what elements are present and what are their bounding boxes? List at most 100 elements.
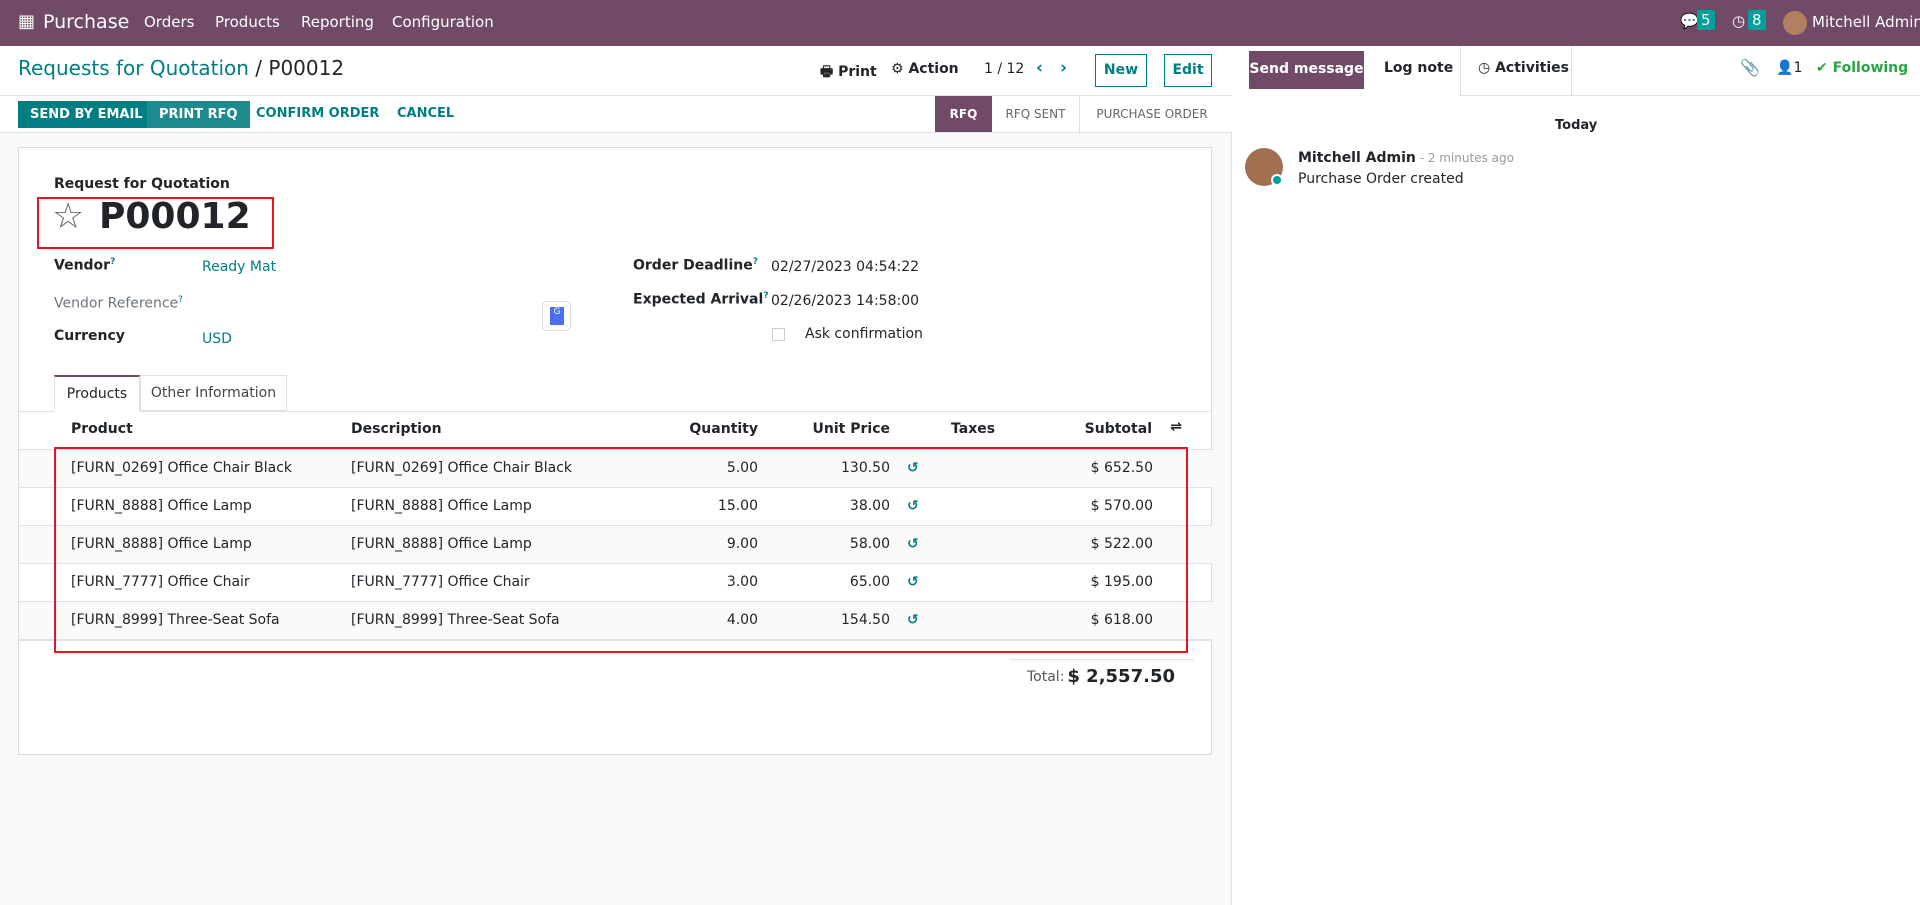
expected-arrival-label: Expected Arrival?: [633, 291, 769, 308]
activities-badge: 8: [1748, 10, 1766, 30]
header-unit-price[interactable]: Unit Price: [812, 421, 890, 437]
table-header: Product Description Quantity Unit Price …: [19, 411, 1212, 449]
subtotal-cell: $ 652.50: [1090, 460, 1153, 476]
expected-arrival-field[interactable]: 02/26/2023 14:58:00: [771, 293, 920, 309]
form-subtitle: Request for Quotation: [54, 176, 230, 192]
table-row[interactable]: [FURN_8888] Office Lamp [FURN_8888] Offi…: [19, 487, 1212, 525]
navbar: ▦ Purchase Orders Products Reporting Con…: [0, 0, 1920, 46]
attachment-icon[interactable]: 📎: [1740, 58, 1760, 77]
avatar[interactable]: [1783, 11, 1807, 35]
messages-badge: 5: [1697, 10, 1715, 30]
chatter-line: [1461, 95, 1920, 96]
log-note-button[interactable]: Log note: [1384, 60, 1454, 76]
tabs-line: [19, 411, 1212, 412]
price-reset-icon[interactable]: ↺: [907, 498, 919, 514]
price-reset-icon[interactable]: ↺: [907, 574, 919, 590]
product-cell[interactable]: [FURN_8888] Office Lamp: [71, 536, 252, 552]
header-taxes[interactable]: Taxes: [951, 421, 996, 437]
table-row[interactable]: [FURN_7777] Office Chair [FURN_7777] Off…: [19, 563, 1212, 601]
highlight-box: [54, 447, 1188, 653]
subtotal-cell: $ 570.00: [1090, 498, 1153, 514]
header-product[interactable]: Product: [71, 421, 133, 437]
ask-confirmation-checkbox[interactable]: [772, 328, 785, 341]
pager-next-icon[interactable]: ›: [1060, 58, 1068, 78]
product-cell[interactable]: [FURN_8888] Office Lamp: [71, 498, 252, 514]
following-button[interactable]: ✔ Following: [1816, 60, 1909, 76]
online-status-icon: [1271, 174, 1283, 186]
vendor-label: Vendor?: [54, 257, 116, 274]
product-cell[interactable]: [FURN_7777] Office Chair: [71, 574, 250, 590]
description-cell[interactable]: [FURN_8888] Office Lamp: [351, 536, 532, 552]
total-divider: [1010, 659, 1194, 660]
favorite-star-icon[interactable]: ☆: [52, 196, 85, 237]
price-reset-icon[interactable]: ↺: [907, 460, 919, 476]
tab-products[interactable]: Products: [54, 375, 140, 412]
send-by-email-button[interactable]: SEND BY EMAIL: [18, 101, 155, 128]
message-author[interactable]: Mitchell Admin: [1298, 150, 1416, 166]
menu-reporting[interactable]: Reporting: [301, 13, 374, 31]
price-reset-icon[interactable]: ↺: [907, 536, 919, 552]
ask-confirmation-label: Ask confirmation: [805, 326, 923, 342]
tab-other-information[interactable]: Other Information: [140, 375, 287, 411]
unit-price-cell[interactable]: 38.00: [849, 498, 890, 514]
product-cell[interactable]: [FURN_8999] Three-Seat Sofa: [71, 612, 280, 628]
apps-menu-icon[interactable]: ▦: [18, 11, 36, 32]
stage-rfq[interactable]: RFQ: [935, 96, 992, 132]
product-cell[interactable]: [FURN_0269] Office Chair Black: [71, 460, 293, 476]
control-panel: Requests for Quotation / P00012 🖶 Print …: [0, 46, 1232, 96]
unit-price-cell[interactable]: 130.50: [841, 460, 890, 476]
table-row[interactable]: [FURN_0269] Office Chair Black [FURN_026…: [19, 449, 1212, 487]
description-cell[interactable]: [FURN_8999] Three-Seat Sofa: [351, 612, 560, 628]
action-button[interactable]: ⚙ Action: [891, 61, 959, 77]
order-deadline-field[interactable]: 02/27/2023 04:54:22: [771, 259, 920, 275]
edit-button[interactable]: Edit: [1164, 54, 1212, 87]
table-row[interactable]: [FURN_8888] Office Lamp [FURN_8888] Offi…: [19, 525, 1212, 563]
print-button[interactable]: 🖶 Print: [820, 64, 877, 80]
log-note-divider: [1460, 46, 1461, 96]
unit-price-cell[interactable]: 154.50: [841, 612, 890, 628]
header-quantity[interactable]: Quantity: [689, 421, 758, 437]
price-reset-icon[interactable]: ↺: [907, 612, 919, 628]
menu-orders[interactable]: Orders: [144, 13, 195, 31]
breadcrumb-parent[interactable]: Requests for Quotation: [18, 56, 249, 80]
print-rfq-button[interactable]: PRINT RFQ: [147, 101, 250, 128]
app-name[interactable]: Purchase: [43, 11, 130, 33]
menu-products[interactable]: Products: [215, 13, 280, 31]
menu-configuration[interactable]: Configuration: [392, 13, 494, 31]
optional-columns-icon[interactable]: ⇌: [1170, 419, 1182, 435]
quantity-cell[interactable]: 5.00: [726, 460, 758, 476]
subtotal-cell: $ 618.00: [1090, 612, 1153, 628]
header-subtotal[interactable]: Subtotal: [1084, 421, 1152, 437]
quantity-cell[interactable]: 4.00: [726, 612, 758, 628]
description-cell[interactable]: [FURN_7777] Office Chair: [351, 574, 530, 590]
subtotal-cell: $ 522.00: [1090, 536, 1153, 552]
table-row[interactable]: [FURN_8999] Three-Seat Sofa [FURN_8999] …: [19, 601, 1212, 639]
header-description[interactable]: Description: [351, 421, 442, 437]
description-cell[interactable]: [FURN_8888] Office Lamp: [351, 498, 532, 514]
user-name[interactable]: Mitchell Admin: [1812, 13, 1920, 31]
description-cell[interactable]: [FURN_0269] Office Chair Black: [351, 460, 573, 476]
quantity-cell[interactable]: 3.00: [726, 574, 758, 590]
confirm-order-button[interactable]: CONFIRM ORDER: [256, 106, 380, 121]
followers-button[interactable]: 👤1: [1776, 60, 1803, 76]
vendor-field[interactable]: Ready Mat: [202, 259, 277, 275]
unit-price-cell[interactable]: 58.00: [849, 536, 890, 552]
date-separator: Today: [1555, 118, 1598, 133]
cancel-button[interactable]: CANCEL: [397, 106, 455, 121]
unit-price-cell[interactable]: 65.00: [849, 574, 890, 590]
activities-icon[interactable]: ◷: [1732, 12, 1746, 30]
translate-icon[interactable]: G: [542, 301, 571, 331]
send-message-button[interactable]: Send message: [1249, 51, 1364, 89]
stage-rfq-sent[interactable]: RFQ SENT: [992, 96, 1080, 132]
messages-icon[interactable]: 💬: [1680, 12, 1699, 30]
pager-prev-icon[interactable]: ‹: [1036, 58, 1044, 78]
table-end: [19, 639, 1212, 641]
quantity-cell[interactable]: 9.00: [726, 536, 758, 552]
quantity-cell[interactable]: 15.00: [717, 498, 758, 514]
activities-button[interactable]: ◷ Activities: [1478, 60, 1569, 76]
highlight-box: [37, 197, 274, 249]
stage-purchase-order[interactable]: PURCHASE ORDER: [1096, 107, 1208, 121]
currency-field[interactable]: USD: [202, 331, 232, 347]
message-header: Mitchell Admin - 2 minutes ago: [1298, 150, 1514, 166]
new-button[interactable]: New: [1095, 54, 1147, 87]
